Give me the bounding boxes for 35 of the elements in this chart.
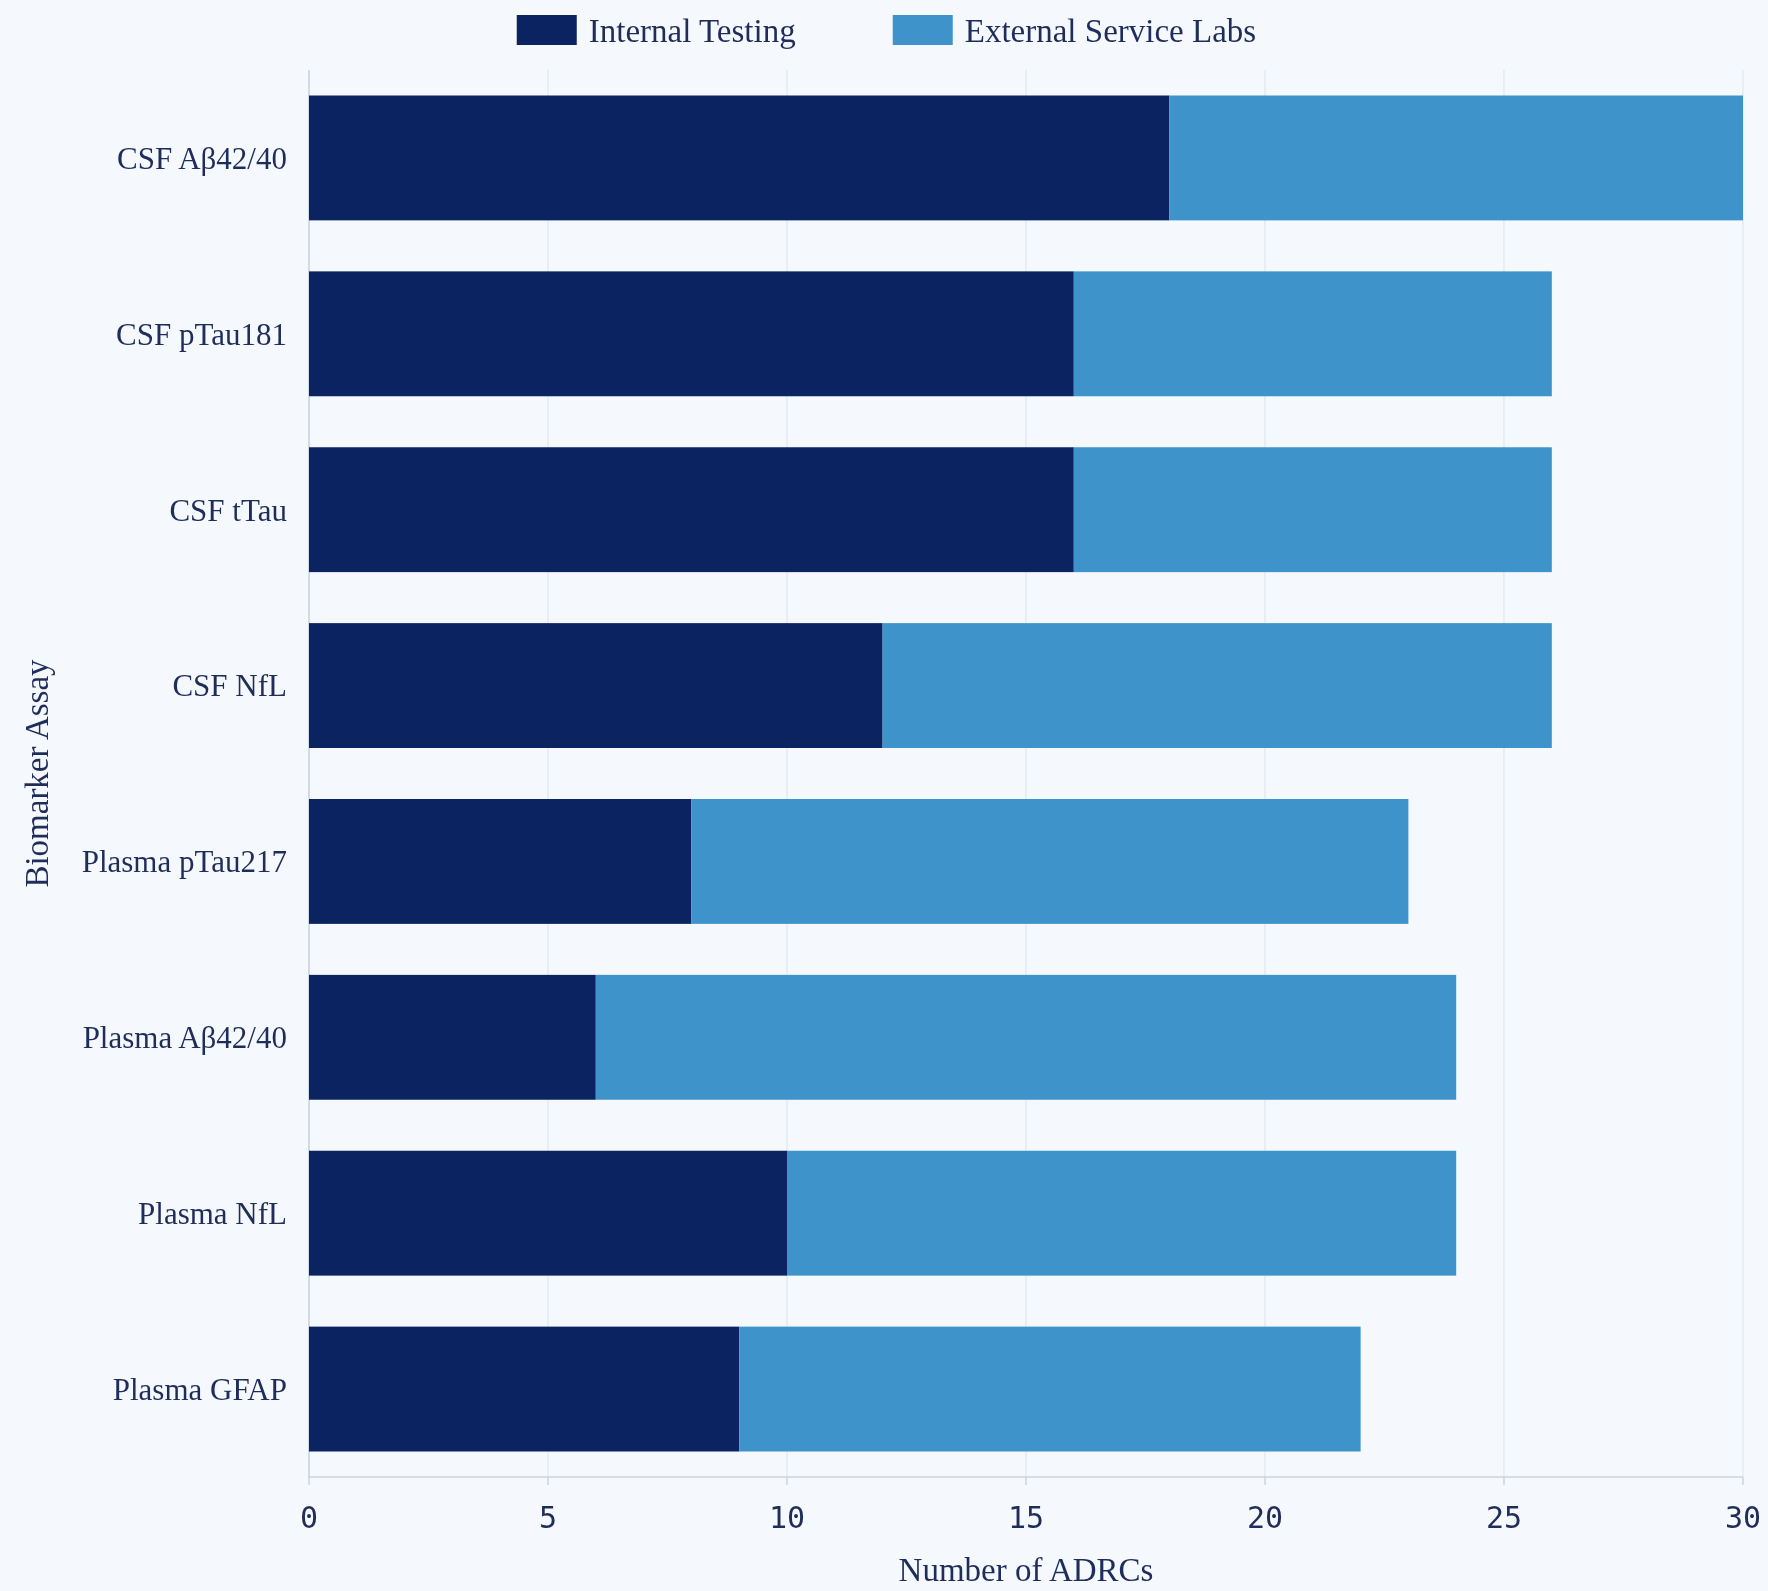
bar [309,1326,740,1452]
bar [1169,95,1743,221]
x-tick-label: 30 [1724,1500,1762,1535]
y-tick-label: CSF pTau181 [116,316,287,352]
legend-label: External Service Labs [964,12,1257,49]
y-tick-label: Plasma GFAP [112,1371,287,1407]
bar [787,1150,1457,1276]
bar [309,271,1074,397]
x-tick-label: 25 [1485,1500,1523,1535]
y-tick-label: CSF NfL [172,668,287,704]
bar [595,974,1457,1100]
y-axis-title: Biomarker Assay [19,658,55,888]
bar [739,1326,1361,1452]
x-tick-label: 20 [1246,1500,1284,1535]
x-tick-label: 0 [299,1500,319,1535]
y-tick-label: Plasma NfL [138,1196,287,1232]
bar [691,799,1409,924]
bar [309,1150,787,1276]
bar [309,623,883,748]
x-axis-title: Number of ADRCs [898,1552,1154,1588]
y-tick-label: Plasma pTau217 [81,844,287,880]
bar [309,95,1170,221]
x-tick-label: 15 [1007,1500,1045,1535]
x-tick-label: 5 [538,1500,558,1535]
bar [309,974,596,1100]
bar [882,623,1552,748]
bar [309,447,1074,573]
bar [1073,447,1552,573]
y-tick-label: Plasma Aβ42/40 [82,1020,287,1056]
legend-label: Internal Testing [588,12,796,49]
bar [1073,271,1552,397]
x-tick-label: 10 [768,1500,806,1535]
y-tick-label: CSF Aβ42/40 [117,140,287,176]
y-tick-label: CSF tTau [169,492,287,528]
bar [309,799,692,924]
